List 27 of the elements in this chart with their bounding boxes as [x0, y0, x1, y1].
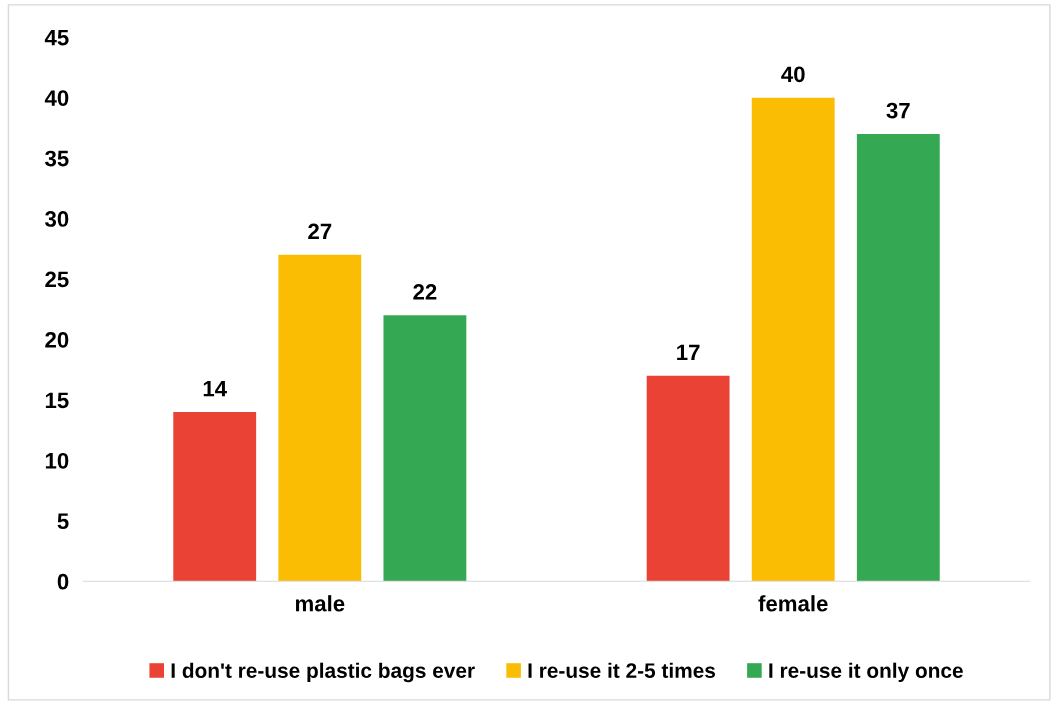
y-tick-label: 35 [45, 150, 69, 167]
bar [278, 254, 362, 582]
bar [646, 375, 730, 582]
y-tick-label: 5 [57, 513, 69, 530]
data-label: 22 [413, 284, 437, 300]
data-label: 40 [781, 66, 805, 83]
y-tick-label: 45 [44, 29, 69, 46]
bar [383, 315, 467, 582]
legend-label: I re-use it only once [769, 662, 963, 683]
y-tick-label: 40 [44, 90, 69, 106]
y-tick-label: 10 [45, 452, 69, 469]
y-tick-label: 30 [45, 211, 69, 227]
data-label: 27 [308, 223, 332, 240]
x-tick-label: female [758, 595, 828, 612]
y-tick-label: 0 [57, 573, 69, 590]
data-label: 14 [203, 380, 227, 397]
y-tick-label: 15 [45, 392, 69, 409]
bar [751, 97, 835, 582]
bar [856, 133, 940, 582]
data-label: 37 [886, 102, 910, 119]
legend-label: I don't re-use plastic bags ever [171, 662, 475, 683]
y-tick-label: 20 [45, 331, 69, 348]
data-label: 17 [677, 344, 700, 360]
legend-label: I re-use it 2-5 times [528, 662, 716, 678]
x-tick-label: male [295, 595, 345, 612]
y-tick-label: 25 [45, 271, 69, 288]
bar [173, 412, 257, 582]
